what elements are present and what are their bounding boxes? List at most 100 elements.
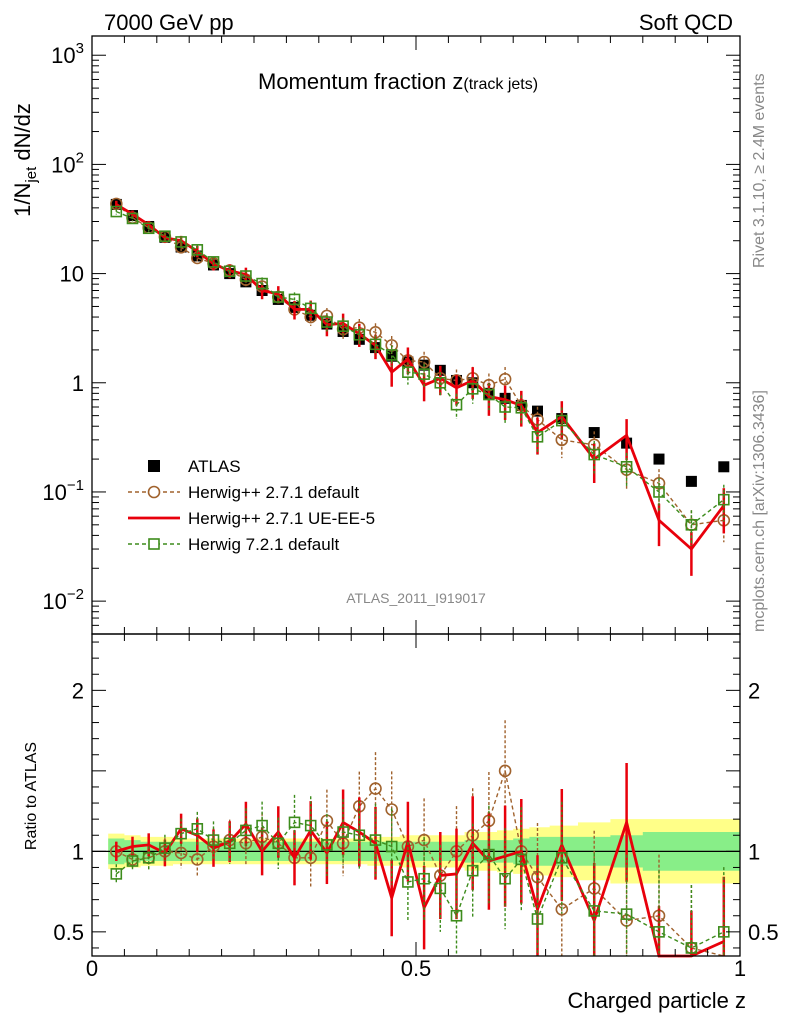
series-marker [337, 320, 349, 332]
atlas-data-point [653, 453, 665, 465]
rivet-version: Rivet 3.1.10, ≥ 2.4M events [751, 73, 768, 268]
series-marker [288, 816, 301, 829]
series-marker [353, 829, 366, 842]
ratio-y-tick-label-right: 2 [748, 678, 760, 703]
series-marker [385, 840, 398, 853]
plot-title: Momentum fraction z(track jets) [258, 69, 538, 94]
series-marker [256, 819, 268, 832]
atlas-data-point [532, 405, 543, 417]
series-marker [272, 837, 285, 850]
series-marker [223, 837, 236, 850]
ratio-y-tick-label-right: 0.5 [748, 920, 779, 945]
ratio-y-tick-label: 2 [72, 678, 84, 703]
series-marker [483, 848, 495, 861]
series-marker [126, 212, 139, 225]
series-marker [434, 376, 447, 389]
series-marker [191, 853, 204, 866]
series-marker [174, 846, 188, 860]
legend-label: ATLAS [188, 457, 241, 476]
series-marker [191, 823, 204, 835]
mcplots-credit: mcplots.cern.ch [arXiv:1306.3436] [751, 390, 768, 632]
ratio-herwig-7-2-1-default [110, 794, 730, 956]
series-marker [353, 329, 366, 341]
series-marker [499, 401, 511, 413]
series-marker [402, 876, 414, 888]
series-marker [483, 388, 495, 401]
y-tick-label: 10 [60, 262, 84, 287]
series-marker [337, 826, 349, 838]
series-marker [159, 230, 171, 243]
series-marker [685, 942, 698, 954]
series-marker [142, 851, 155, 864]
y-tick-label: 10−1 [42, 477, 84, 505]
legend-marker [148, 538, 160, 550]
atlas-data-point [685, 475, 697, 487]
legend-entry: Herwig 7.2.1 default [128, 535, 339, 554]
data-series [110, 197, 731, 576]
ratio-series [110, 720, 730, 958]
series-marker [653, 486, 665, 498]
series-marker [159, 842, 171, 854]
series-marker [288, 293, 301, 306]
series-marker [304, 302, 317, 315]
series-atlas [110, 198, 730, 487]
legend-entry: ATLAS [148, 457, 241, 476]
series-marker [369, 834, 382, 846]
series-marker [685, 519, 698, 531]
series-marker [142, 222, 155, 235]
series-herwig-7-2-1-default [110, 205, 730, 546]
ratio-y-tick-label-right: 1 [748, 839, 760, 864]
series-marker [207, 256, 220, 268]
series-marker [498, 764, 512, 778]
legend-entry: Herwig++ 2.7.1 UE-EE-5 [128, 509, 375, 528]
x-tick-label: 0.5 [401, 956, 432, 981]
series-marker [588, 448, 601, 461]
header-left: 7000 GeV pp [104, 10, 234, 35]
atlas-data-point [718, 461, 730, 473]
ratio-y-tick-label: 1 [72, 839, 84, 864]
series-marker [175, 827, 187, 840]
legend-label: Herwig 7.2.1 default [188, 535, 339, 554]
y-tick-label: 102 [51, 149, 84, 177]
series-marker [531, 913, 544, 925]
legend: ATLAS Herwig++ 2.7.1 default Herwig++ 2.7.… [128, 457, 375, 554]
series-marker [515, 853, 528, 866]
x-tick-label: 0 [86, 956, 98, 981]
series-marker [466, 383, 479, 395]
series-marker [620, 908, 633, 920]
series-marker [402, 366, 414, 378]
series-marker [304, 819, 317, 832]
axis-ticks [91, 36, 741, 956]
series-marker [385, 349, 398, 361]
series-marker [126, 855, 139, 867]
series-marker [175, 236, 187, 248]
series-marker [223, 265, 236, 278]
series-line [115, 817, 725, 958]
series-marker [555, 414, 568, 427]
series-marker [555, 851, 568, 864]
ratio-panel-frame [91, 633, 741, 957]
legend-label: Herwig++ 2.7.1 UE-EE-5 [188, 509, 375, 528]
series-marker [110, 868, 123, 880]
y-tick-label: 10−2 [42, 586, 84, 614]
series-marker [466, 864, 479, 877]
series-marker [417, 833, 431, 847]
series-marker [653, 926, 665, 938]
series-marker [369, 782, 382, 795]
series-marker [240, 824, 252, 837]
series-marker [418, 872, 430, 885]
series-marker [369, 338, 382, 351]
series-marker [450, 398, 463, 411]
ratio-ylabel: Ratio to ATLAS [23, 742, 40, 850]
series-marker [717, 493, 730, 506]
series-marker [110, 205, 123, 218]
series-marker [620, 460, 633, 473]
legend-entry: Herwig++ 2.7.1 default [128, 483, 359, 502]
series-line [115, 768, 724, 957]
series-marker [207, 834, 220, 846]
series-line [116, 210, 725, 526]
series-marker [418, 368, 430, 380]
series-line [115, 203, 724, 526]
series-marker [531, 430, 544, 443]
x-axis-label: Charged particle z [567, 988, 746, 1013]
